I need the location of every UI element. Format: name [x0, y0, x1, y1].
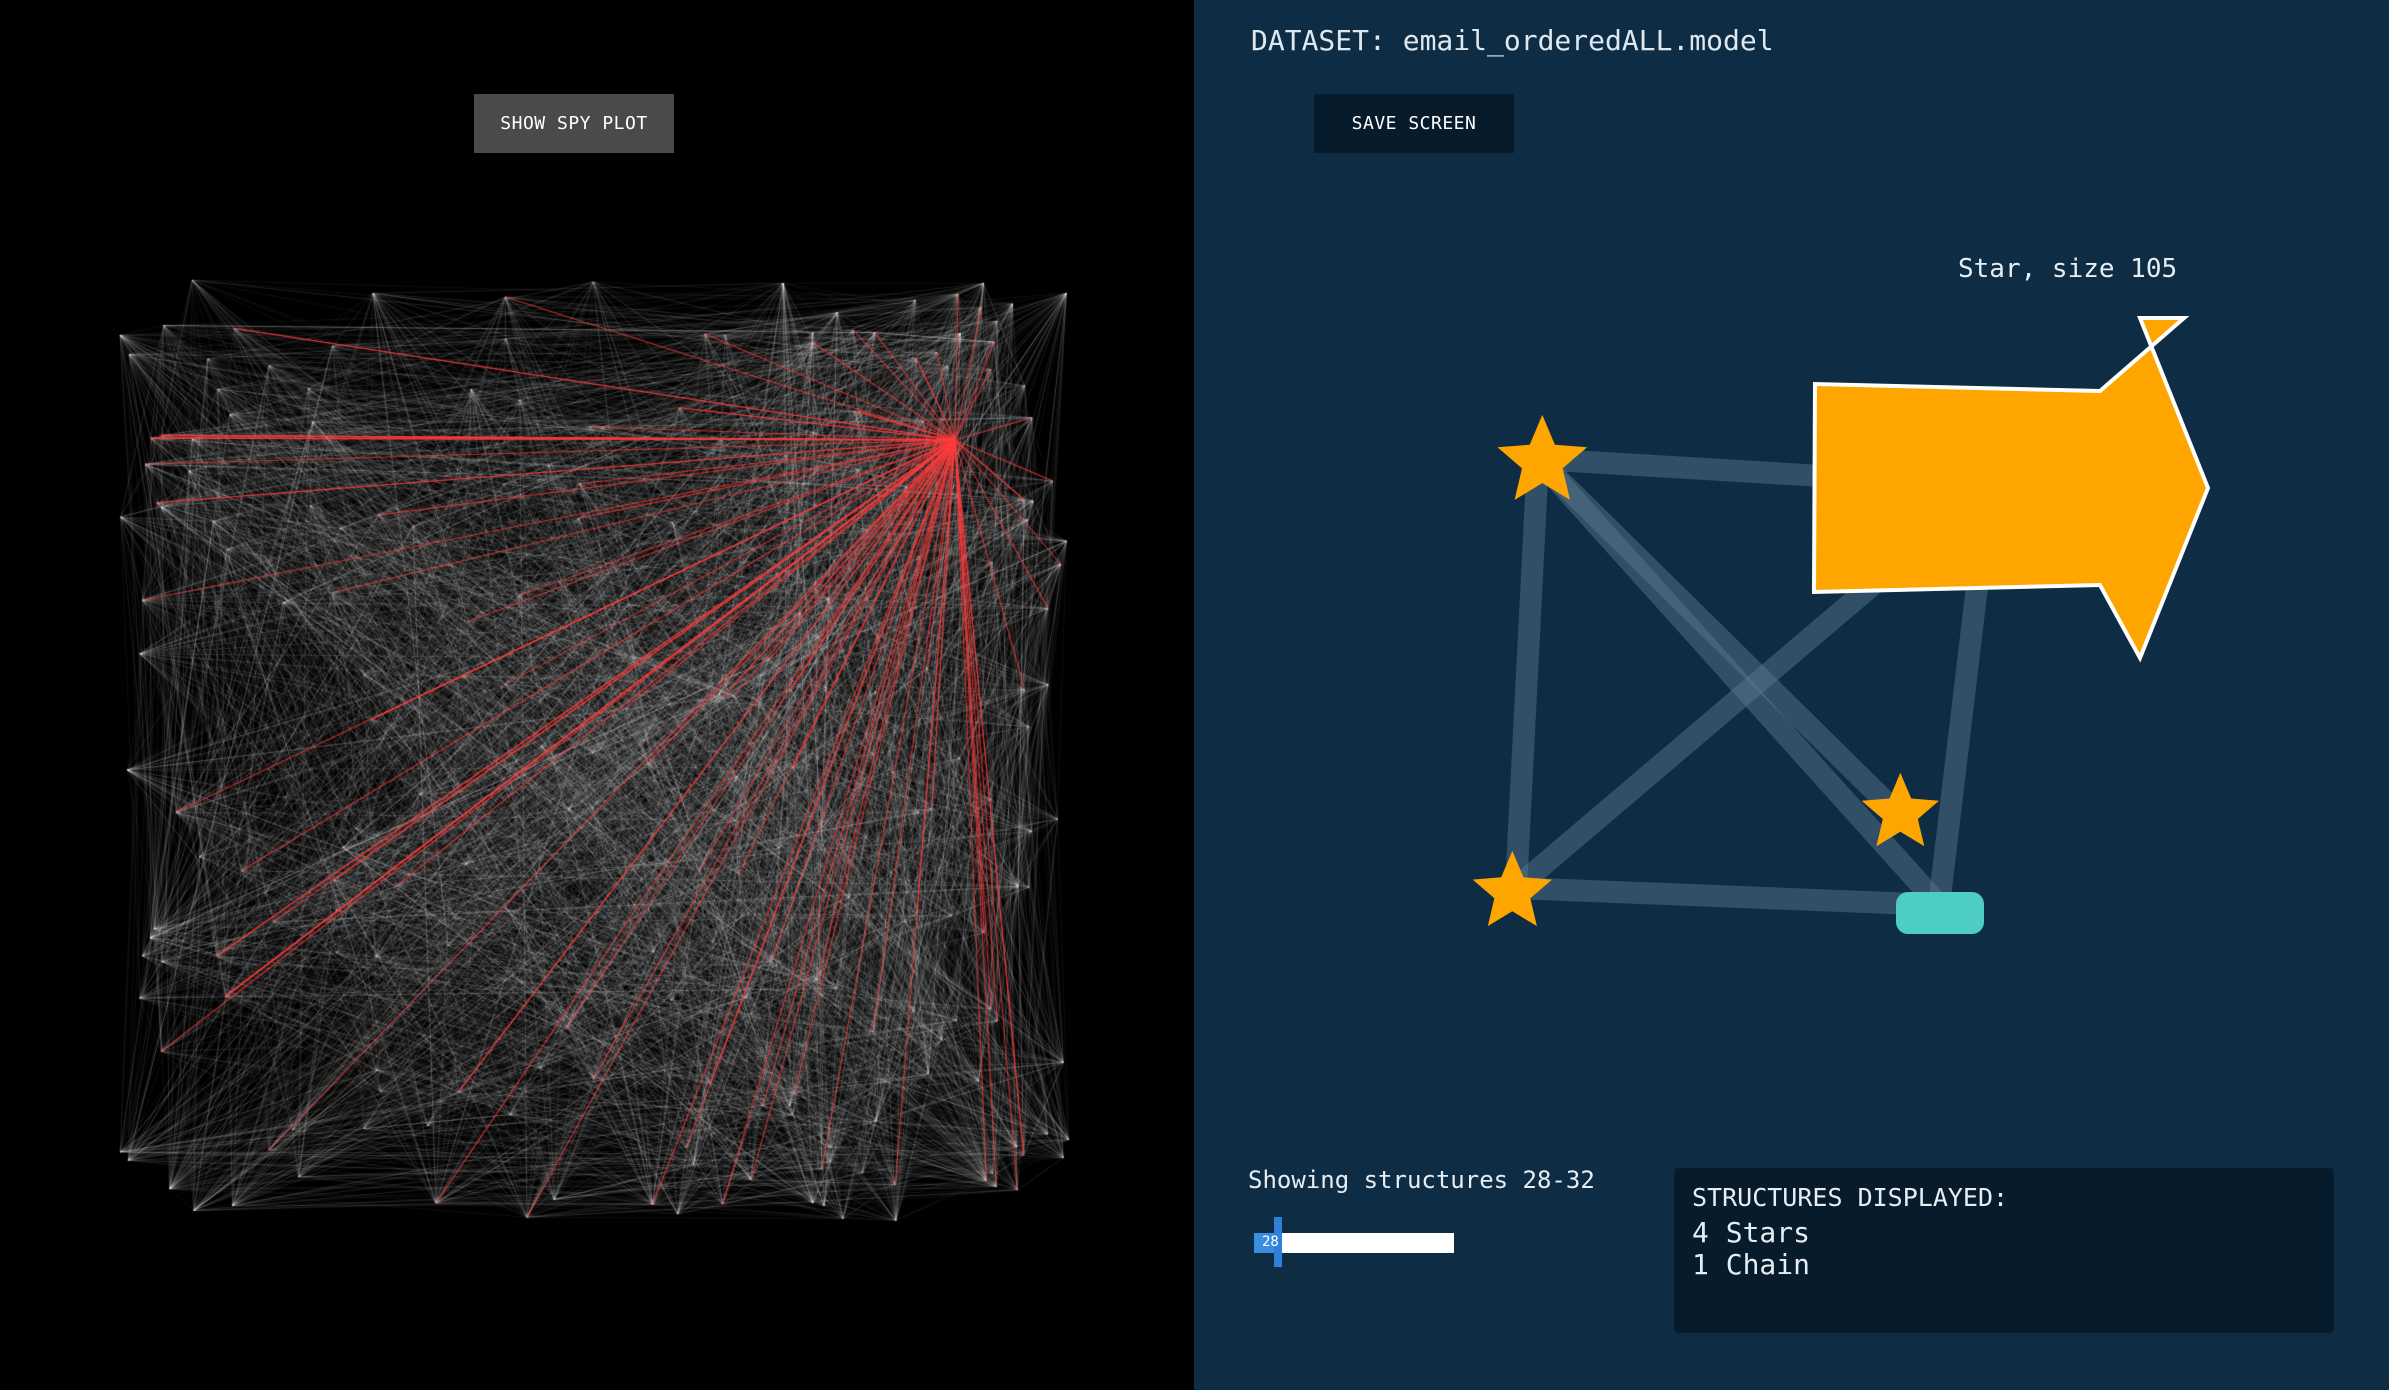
hover-label: Star, size 105	[1958, 254, 2178, 284]
slider-handle[interactable]	[1274, 1217, 1282, 1267]
save-screen-button[interactable]: SAVE SCREEN	[1314, 94, 1514, 153]
structure-edge	[1505, 448, 1549, 899]
slider-value: 28	[1262, 1234, 1279, 1250]
star-icon[interactable]	[1472, 850, 1552, 927]
structures-displayed-panel: STRUCTURES DISPLAYED: 4 Stars 1 Chain	[1674, 1168, 2334, 1333]
structure-range-slider[interactable]: 28	[1254, 1217, 1454, 1267]
structure-panel: DATASET: email_orderedALL.model SAVE SCR…	[1194, 0, 2389, 1390]
structure-edge	[1527, 448, 1950, 916]
dataset-title: DATASET: email_orderedALL.model	[1251, 24, 1774, 57]
star-icon[interactable]	[1811, 316, 2211, 663]
show-spy-plot-button[interactable]: SHOW SPY PLOT	[474, 94, 674, 153]
star-icon[interactable]	[1497, 414, 1588, 500]
structure-graph	[1472, 316, 2211, 934]
structure-edge	[1505, 877, 1950, 916]
chain-node[interactable]	[1896, 892, 1984, 934]
chain-count: 1 Chain	[1692, 1248, 1811, 1281]
network-graph-canvas[interactable]	[0, 0, 1194, 1390]
network-panel: SHOW SPY PLOT	[0, 0, 1194, 1390]
structures-title: STRUCTURES DISPLAYED:	[1692, 1183, 2009, 1212]
star-icon[interactable]	[1861, 772, 1939, 847]
slider-fill	[1254, 1233, 1278, 1253]
structure-range-label: Showing structures 28-32	[1248, 1166, 1595, 1194]
stars-count: 4 Stars	[1692, 1216, 1811, 1249]
structure-edge	[1527, 448, 1905, 821]
